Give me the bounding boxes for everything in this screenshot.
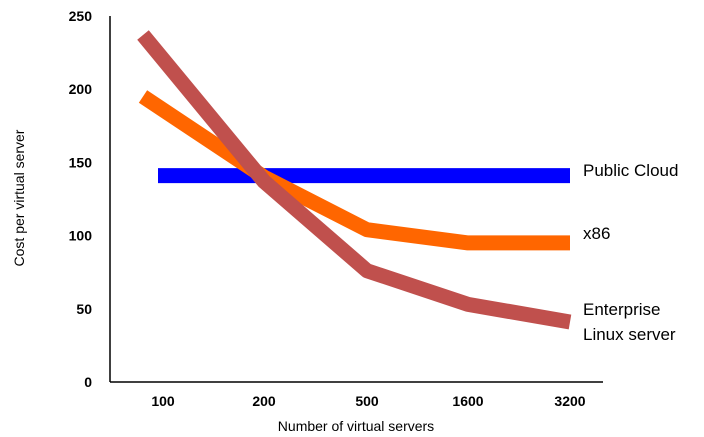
series-label-x86-0: x86 — [583, 224, 610, 243]
x-tick-label-100: 100 — [151, 393, 175, 409]
y-tick-label-50: 50 — [76, 301, 92, 317]
x-tick-label-500: 500 — [355, 393, 379, 409]
x-tick-label-200: 200 — [252, 393, 276, 409]
y-tick-label-150: 150 — [69, 154, 93, 170]
series-label-enterprise-linux-server-0: Enterprise — [583, 300, 660, 319]
x-tick-labels: 100 200 500 1600 3200 — [151, 393, 585, 409]
series-line-enterprise-linux-server — [137, 30, 572, 330]
series-label-enterprise-linux-server-1: Linux server — [583, 325, 676, 344]
series-label-public-cloud-0: Public Cloud — [583, 161, 678, 180]
y-tick-labels: 0 50 100 150 200 250 — [69, 8, 93, 390]
y-tick-label-250: 250 — [69, 8, 93, 24]
y-tick-label-100: 100 — [69, 228, 93, 244]
y-axis-title: Cost per virtual server — [11, 129, 27, 266]
series-line-x86 — [138, 90, 570, 251]
x-tick-label-3200: 3200 — [554, 393, 585, 409]
x-axis-title: Number of virtual servers — [278, 418, 434, 434]
y-tick-label-200: 200 — [69, 81, 93, 97]
y-tick-label-0: 0 — [84, 374, 92, 390]
series-lines — [137, 30, 572, 330]
series-labels: Public Cloud x86 Enterprise Linux server — [583, 161, 678, 344]
x-tick-label-1600: 1600 — [452, 393, 483, 409]
